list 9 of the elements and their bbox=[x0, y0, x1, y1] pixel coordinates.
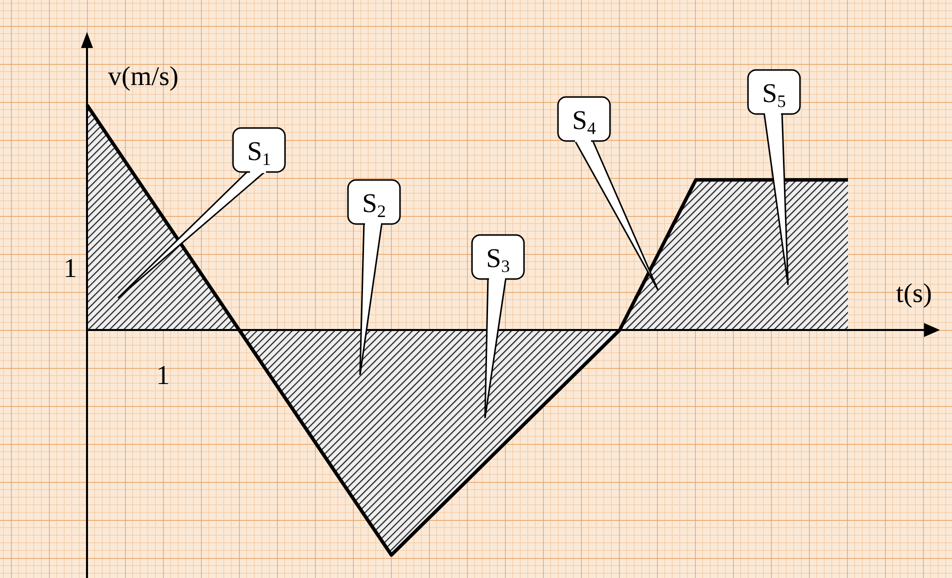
annotation: S$_{5}$ bbox=[762, 78, 786, 110]
annotation: S$_{2}$ bbox=[362, 188, 386, 220]
annotation: S$_{1}$ bbox=[247, 136, 271, 168]
y-axis-title: v(m/s) bbox=[108, 61, 178, 91]
x-axis-title: t(s) bbox=[896, 278, 932, 308]
annotation: S$_{3}$ bbox=[486, 243, 510, 276]
text: 1 bbox=[64, 253, 77, 283]
annotation: S$_{4}$ bbox=[572, 105, 596, 138]
annotation: 1 bbox=[156, 360, 170, 390]
